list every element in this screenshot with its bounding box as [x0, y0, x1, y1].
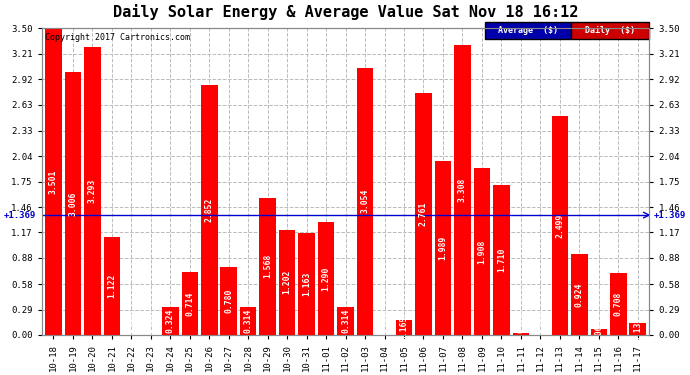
- Bar: [357, 68, 373, 335]
- Text: 0.003: 0.003: [127, 309, 136, 333]
- Text: 0.780: 0.780: [224, 289, 233, 313]
- Bar: [435, 161, 451, 335]
- Text: 2.852: 2.852: [205, 198, 214, 222]
- Bar: [318, 222, 335, 335]
- Bar: [181, 272, 198, 335]
- Text: 0.000: 0.000: [536, 309, 545, 333]
- Bar: [396, 321, 413, 335]
- Title: Daily Solar Energy & Average Value Sat Nov 18 16:12: Daily Solar Energy & Average Value Sat N…: [113, 4, 578, 20]
- Text: 0.708: 0.708: [614, 292, 623, 316]
- Text: +1.369: +1.369: [3, 211, 36, 220]
- Text: 2.499: 2.499: [555, 213, 564, 238]
- Bar: [610, 273, 627, 335]
- Text: 3.006: 3.006: [68, 191, 77, 216]
- Text: 1.290: 1.290: [322, 266, 331, 291]
- Text: 0.314: 0.314: [244, 309, 253, 333]
- Bar: [551, 116, 568, 335]
- Bar: [571, 254, 588, 335]
- Text: 3.054: 3.054: [361, 189, 370, 213]
- Bar: [259, 198, 276, 335]
- Bar: [454, 45, 471, 335]
- Text: 3.293: 3.293: [88, 178, 97, 203]
- Bar: [298, 233, 315, 335]
- Bar: [162, 307, 179, 335]
- Text: 0.000: 0.000: [380, 309, 389, 333]
- Text: 2.761: 2.761: [419, 202, 428, 226]
- Text: 1.122: 1.122: [108, 274, 117, 298]
- Bar: [513, 333, 529, 335]
- Bar: [337, 308, 354, 335]
- Text: 1.710: 1.710: [497, 248, 506, 272]
- Text: 0.068: 0.068: [594, 320, 603, 344]
- Text: 0.137: 0.137: [633, 317, 642, 341]
- Text: 3.308: 3.308: [458, 178, 467, 202]
- Text: 0.324: 0.324: [166, 309, 175, 333]
- Bar: [493, 185, 510, 335]
- Bar: [45, 28, 61, 335]
- Bar: [84, 46, 101, 335]
- Text: 1.202: 1.202: [283, 270, 292, 294]
- Bar: [279, 230, 295, 335]
- Text: 0.924: 0.924: [575, 282, 584, 307]
- Text: 1.908: 1.908: [477, 239, 486, 264]
- Bar: [65, 72, 81, 335]
- Bar: [629, 323, 646, 335]
- Text: 0.714: 0.714: [186, 291, 195, 316]
- Text: 1.989: 1.989: [438, 236, 448, 260]
- Bar: [201, 85, 217, 335]
- Text: 0.004: 0.004: [146, 309, 155, 333]
- Bar: [473, 168, 490, 335]
- Text: Copyright 2017 Cartronics.com: Copyright 2017 Cartronics.com: [45, 33, 190, 42]
- Bar: [591, 329, 607, 335]
- Bar: [221, 267, 237, 335]
- Bar: [240, 308, 257, 335]
- Text: 3.501: 3.501: [49, 170, 58, 194]
- Bar: [104, 237, 120, 335]
- Text: 0.165: 0.165: [400, 315, 408, 340]
- Text: 0.314: 0.314: [341, 309, 350, 333]
- Text: +1.369: +1.369: [653, 211, 686, 220]
- Text: 1.568: 1.568: [263, 254, 272, 279]
- Text: 0.017: 0.017: [516, 309, 525, 333]
- Text: 1.163: 1.163: [302, 272, 311, 296]
- Bar: [415, 93, 432, 335]
